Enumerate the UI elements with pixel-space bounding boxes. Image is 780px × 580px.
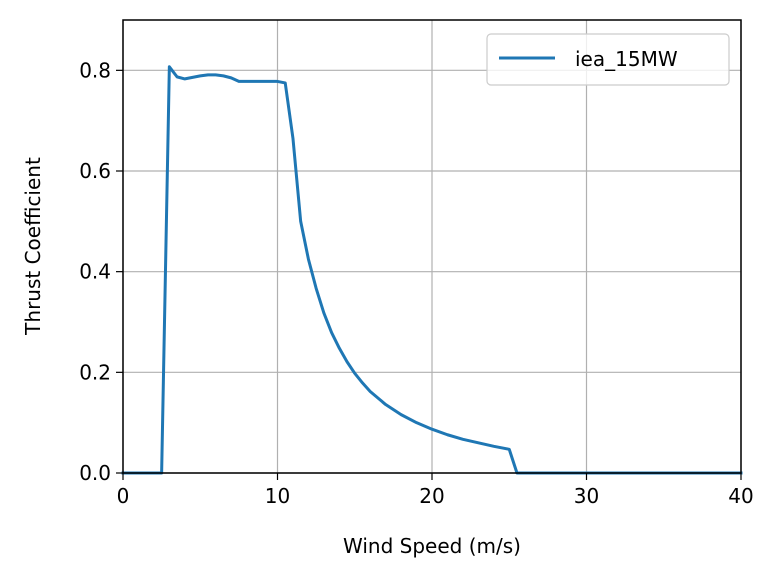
y-tick-label: 0.0: [79, 461, 111, 485]
series-layer: [121, 65, 743, 475]
y-tick-label: 0.8: [79, 58, 111, 82]
y-axis-label: Thrust Coefficient: [21, 157, 45, 336]
legend: iea_15MW: [486, 33, 730, 86]
legend-box: [486, 33, 730, 86]
x-tick-label: 10: [265, 484, 290, 508]
series-line-iea_15MW: [121, 65, 743, 475]
x-tick-label: 20: [419, 484, 444, 508]
x-axis-ticks: 0 10 20 30 40: [117, 473, 754, 508]
y-tick-label: 0.2: [79, 360, 111, 384]
x-tick-label: 30: [574, 484, 599, 508]
y-axis-ticks: 0.0 0.2 0.4 0.6 0.8: [79, 58, 123, 485]
x-tick-label: 0: [117, 484, 130, 508]
legend-entry-label: iea_15MW: [575, 47, 678, 71]
x-axis-label: Wind Speed (m/s): [343, 534, 521, 558]
y-tick-label: 0.4: [79, 260, 111, 284]
y-tick-label: 0.6: [79, 159, 111, 183]
x-tick-label: 40: [728, 484, 753, 508]
